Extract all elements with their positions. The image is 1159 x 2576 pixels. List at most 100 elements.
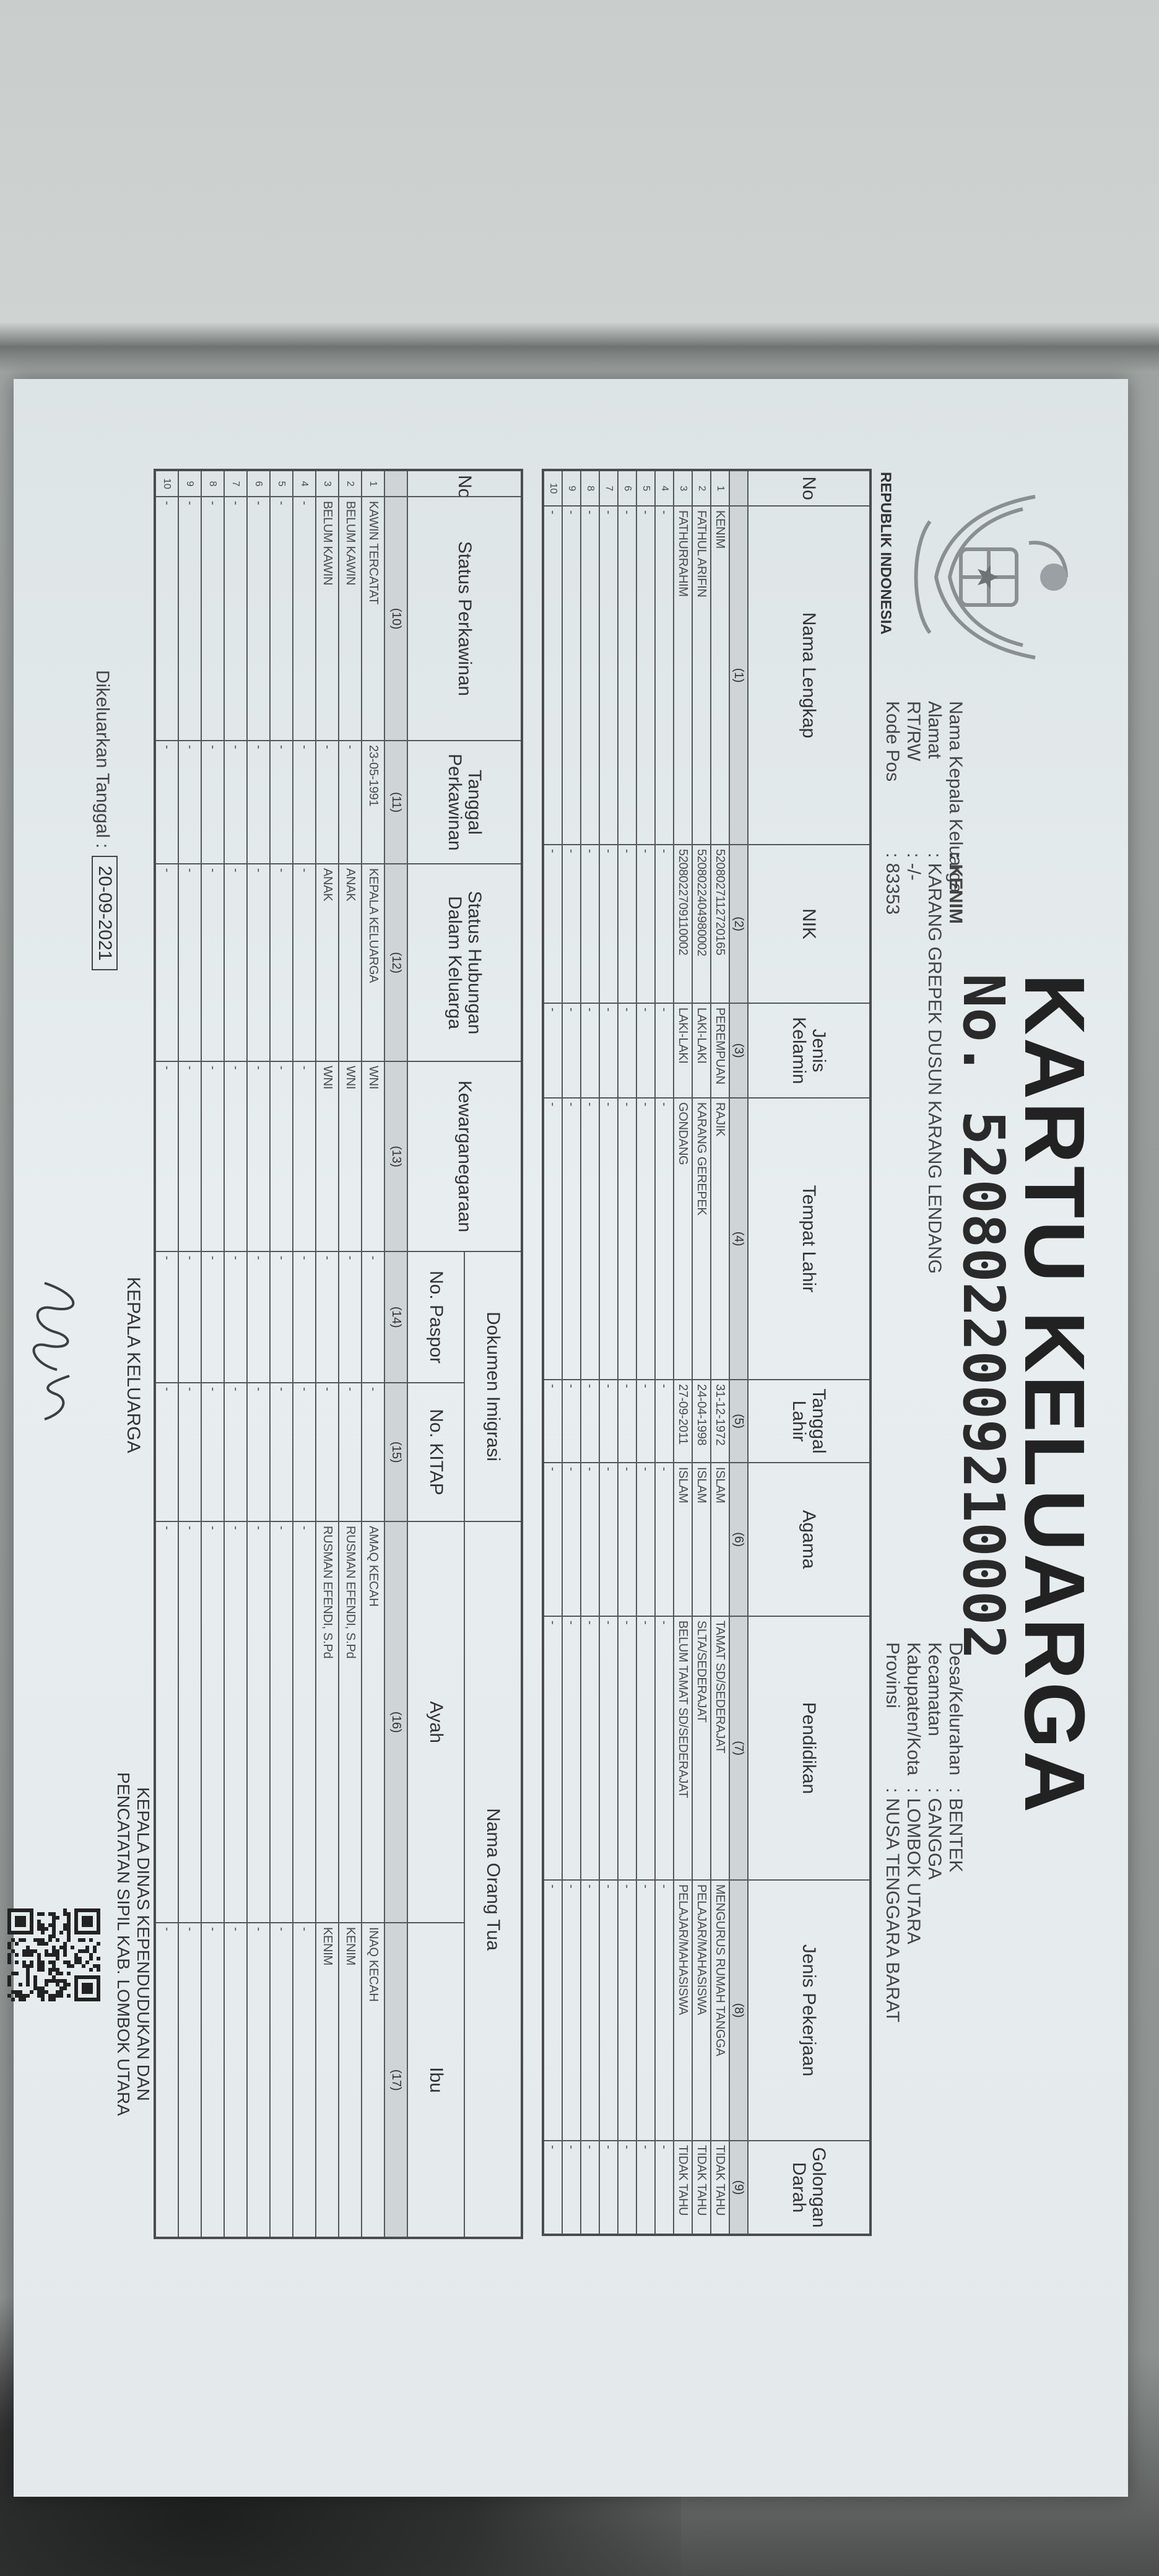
garuda-emblem-icon	[914, 495, 1068, 659]
header-col-6: Agama	[748, 1463, 870, 1616]
table-cell: -	[581, 1003, 599, 1098]
table-row: 7--------	[224, 470, 247, 2238]
table-cell: -	[543, 1880, 562, 2141]
table-cell: 4	[293, 470, 316, 497]
info-district: Kecamatan: GANGGA	[924, 1642, 945, 2022]
header-col-1: Nama Lengkap	[748, 506, 870, 845]
table-cell: -	[224, 497, 247, 741]
table-cell: ISLAM	[674, 1463, 692, 1616]
republik-indonesia-label: REPUBLIK INDONESIA	[877, 472, 894, 635]
table-cell: -	[201, 741, 224, 864]
table-cell: -	[247, 1061, 270, 1251]
table-cell: -	[655, 1003, 674, 1098]
table-cell: KAWIN TERCATAT	[362, 497, 384, 741]
table-cell: 5	[636, 470, 655, 506]
table-cell: -	[655, 1098, 674, 1380]
table-cell: -	[178, 1383, 201, 1521]
table-cell: -	[270, 1923, 293, 2238]
info-label: Kabupaten/Kota	[903, 1642, 924, 1776]
info-value: : NUSA TENGGARA BARAT	[882, 1788, 903, 2022]
table-cell: -	[362, 1383, 384, 1521]
table-cell: -	[581, 2141, 599, 2235]
header-ibu: Ibu	[407, 1923, 464, 2238]
table-cell: KEPALA KELUARGA	[362, 864, 384, 1061]
table-cell: -	[339, 741, 362, 864]
info-label: Alamat	[924, 701, 945, 759]
table-cell: 1	[362, 470, 384, 497]
column-number: (12)	[384, 864, 407, 1061]
members-table: No Nama Lengkap NIK Jenis Kelamin Tempat Lah…	[542, 469, 872, 2236]
info-label: Kode Pos	[882, 701, 903, 782]
table-cell: KENIM	[316, 1923, 339, 2238]
table-cell: 8	[201, 470, 224, 497]
column-number: (7)	[729, 1616, 748, 1880]
table-cell: -	[270, 1251, 293, 1383]
table-row: 7---------	[599, 470, 618, 2235]
table-cell: -	[599, 1880, 618, 2141]
table-cell: 3	[316, 470, 339, 497]
table-cell: -	[339, 1251, 362, 1383]
info-province: Provinsi: NUSA TENGGARA BARAT	[882, 1642, 903, 2022]
table-cell: 10	[155, 470, 178, 497]
header-col-5: Tanggal Lahir	[748, 1380, 870, 1463]
column-number: (14)	[384, 1251, 407, 1383]
table-row: 5--------	[270, 470, 293, 2238]
column-number: (5)	[729, 1380, 748, 1463]
table-cell: TIDAK TAHU	[711, 2141, 729, 2235]
table-cell: -	[178, 1923, 201, 2238]
table-row: 1 KAWIN TERCATAT 23-05-1991 KEPALA KELUARGA…	[362, 470, 384, 2238]
info-value: : KENIM	[945, 853, 966, 924]
region-info: Desa/Kelurahan: BENTEK Kecamatan: GANGGA…	[882, 1642, 966, 2022]
table-cell: SLTA/SEDERAJAT	[692, 1616, 711, 1880]
table-cell: -	[636, 1463, 655, 1616]
table-cell: -	[655, 2141, 674, 2235]
table-cell: BELUM TAMAT SD/SEDERAJAT	[674, 1616, 692, 1880]
table-cell: -	[655, 1616, 674, 1880]
table-cell: -	[543, 1463, 562, 1616]
table-cell: -	[178, 1251, 201, 1383]
table-cell: -	[201, 1061, 224, 1251]
table-cell: 31-12-1972	[711, 1380, 729, 1463]
table-row: 4--------	[293, 470, 316, 2238]
table-cell: -	[224, 1383, 247, 1521]
table-row: 3 BELUM KAWIN - ANAK WNI - - RUSMAN EFENDI, S.P…	[316, 470, 339, 2238]
table-cell: -	[655, 1880, 674, 2141]
table-cell: -	[618, 845, 636, 1003]
table-cell: 2	[692, 470, 711, 506]
table-cell: FATHUL ARIFIN	[692, 506, 711, 845]
header-status-perkawinan: Status Perkawinan	[407, 497, 522, 741]
table-cell: 1	[711, 470, 729, 506]
table-row: 10- - - - - - - -	[155, 470, 178, 2238]
table-cell: -	[178, 1521, 201, 1923]
column-number: (3)	[729, 1003, 748, 1098]
table-cell: 24-04-1998	[692, 1380, 711, 1463]
table-cell: -	[543, 1616, 562, 1880]
table-cell: -	[339, 1383, 362, 1521]
table-cell: INAQ KECAH	[362, 1923, 384, 2238]
info-label: Kecamatan	[924, 1642, 945, 1736]
table-cell: -	[224, 1251, 247, 1383]
table-cell: 3	[674, 470, 692, 506]
table-cell: -	[581, 1463, 599, 1616]
table-cell: -	[247, 864, 270, 1061]
table-cell: -	[247, 1521, 270, 1923]
column-number: (15)	[384, 1383, 407, 1521]
table-cell: TIDAK TAHU	[674, 2141, 692, 2235]
head-of-family-signature-label: KEPALA KELUARGA	[123, 1277, 144, 1453]
table-cell: -	[362, 1251, 384, 1383]
column-number: (9)	[729, 2141, 748, 2235]
header-col-9: Golongan Darah	[748, 2141, 870, 2235]
table-cell: -	[655, 845, 674, 1003]
table-cell: -	[247, 497, 270, 741]
table-cell: -	[618, 1380, 636, 1463]
table-row: 9--------	[178, 470, 201, 2238]
table-cell: 5208022404980002	[692, 845, 711, 1003]
info-head-of-family: Nama Kepala Keluarga: KENIM	[945, 701, 966, 1274]
table-cell: ANAK	[316, 864, 339, 1061]
header-col-2: NIK	[748, 845, 870, 1003]
table-cell: -	[293, 1521, 316, 1923]
table-row: 3 FATHURRAHIM 5208022709110002 LAKI-LAKI GON…	[674, 470, 692, 2235]
table-row: 6---------	[618, 470, 636, 2235]
table-cell: -	[224, 1923, 247, 2238]
table-cell: -	[636, 1880, 655, 2141]
